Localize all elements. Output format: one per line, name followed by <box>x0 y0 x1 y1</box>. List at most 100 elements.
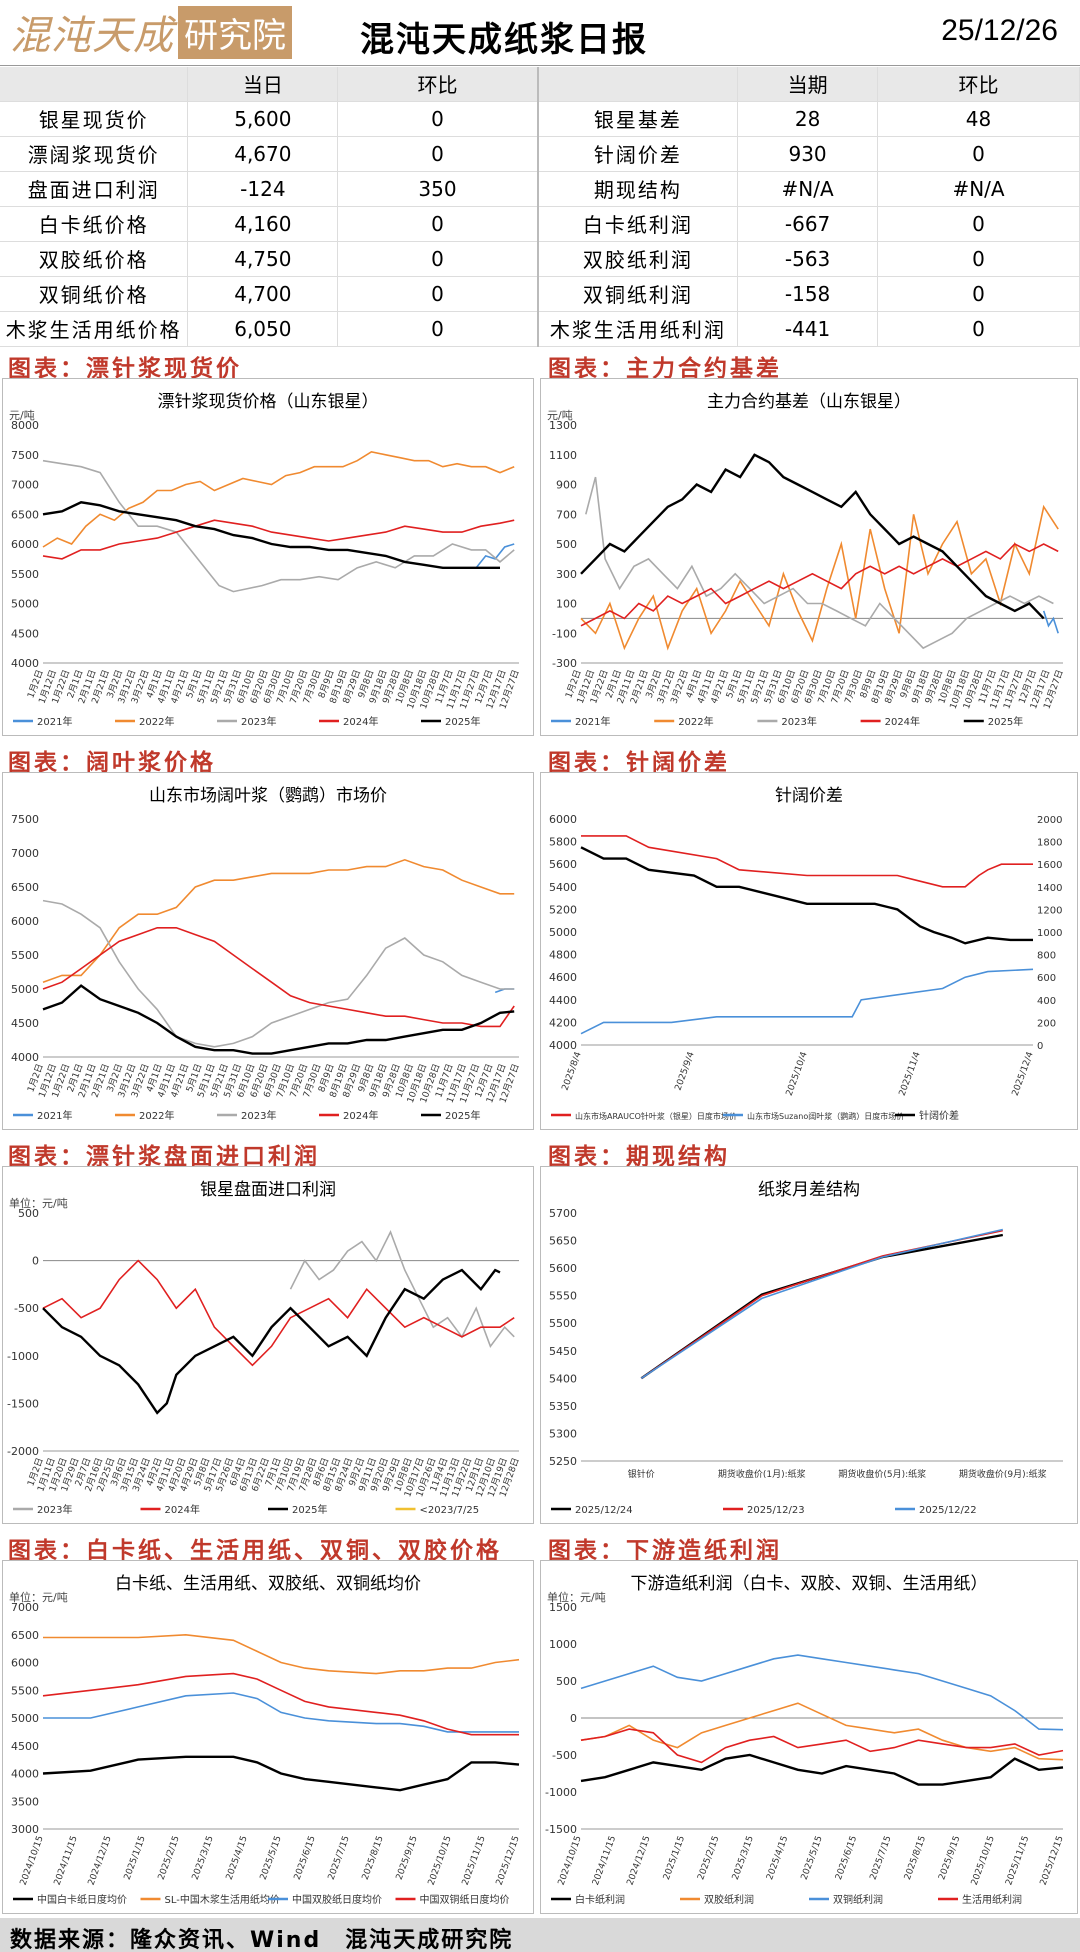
y-tick-label: 5000 <box>11 598 39 611</box>
y-tick-label: 5500 <box>11 1684 39 1697</box>
x-tick-label: 2025/9/15 <box>395 1835 420 1882</box>
series-line <box>580 453 1045 620</box>
x-tick-label: 2025/1/15 <box>123 1835 148 1882</box>
x-tick-label: 2024/10/15 <box>19 1835 46 1887</box>
y-tick-label: 5650 <box>549 1235 577 1248</box>
y-tick-label: -1000 <box>545 1786 577 1799</box>
table-cell: 4,700 <box>187 276 339 312</box>
series-line <box>580 543 1059 627</box>
legend-label: <2023/7/25 <box>420 1505 480 1516</box>
y-tick-label: 5700 <box>549 1207 577 1220</box>
legend-label: 2023年 <box>37 1503 72 1516</box>
table-cell: 盘面进口利润 <box>0 171 189 207</box>
y-tick-label: -500 <box>14 1302 39 1315</box>
y-tick-label: 8000 <box>11 419 39 432</box>
chart-title: 针阔价差 <box>775 786 843 806</box>
chart-panel-c6: 纸浆月差结构 5250 5300 5350 5400 5450 5500 5550 5600 56… <box>540 1166 1078 1524</box>
y-tick-label: 1500 <box>549 1601 577 1614</box>
footer-source: 数据来源：隆众资讯、Wind 混沌天成研究院 <box>0 1918 1080 1952</box>
y2-tick-label: 1800 <box>1037 838 1062 849</box>
table-header-row: 当日 环比 当期 环比 <box>0 67 1080 102</box>
table-cell: 银星现货价 <box>0 101 189 137</box>
chart-svg: 4000450050005500600065007000750080001月2日… <box>11 419 522 728</box>
y-tick-label: 7500 <box>11 813 39 826</box>
legend-label: 2023年 <box>241 1109 276 1122</box>
y2-tick-label: 1000 <box>1037 928 1062 939</box>
table-cell: 木浆生活用纸利润 <box>537 311 739 347</box>
section-title: 图表：阔叶浆价格 <box>8 750 216 776</box>
table-cell: 0 <box>337 136 539 172</box>
legend-label: 2024年 <box>885 715 920 728</box>
series-line <box>580 1702 1064 1761</box>
y2-tick-label: 600 <box>1037 973 1056 984</box>
series-line <box>42 984 515 1055</box>
x-tick-label: 2025/9/4 <box>674 1050 697 1092</box>
legend-label: 2022年 <box>139 1109 174 1122</box>
y-tick-label: 4800 <box>549 949 577 962</box>
table-cell: 0 <box>877 276 1080 312</box>
table-header-cell: 当日 <box>187 67 339 102</box>
table-row: 双铜纸价格 4,700 0 双铜纸利润 -158 0 <box>0 276 1080 312</box>
report-title: 混沌天成纸浆日报 <box>360 20 648 60</box>
series-line <box>580 1728 1064 1764</box>
table-cell: -667 <box>737 206 879 242</box>
y-tick-label: 1000 <box>549 1638 577 1651</box>
table-cell: 0 <box>877 206 1080 242</box>
table-cell: 0 <box>877 136 1080 172</box>
y-tick-label: 7000 <box>11 479 39 492</box>
chart-panel-c5: 银星盘面进口利润 单位：元/吨 -2000 -1500 -1000 -500 0 500 1月2… <box>2 1166 534 1524</box>
y2-tick-label: 1200 <box>1037 905 1062 916</box>
y-tick-label: 7000 <box>11 847 39 860</box>
y-tick-label: 4500 <box>11 627 39 640</box>
section-title: 图表：期现结构 <box>548 1144 730 1170</box>
x-tick-label: 2025/10/15 <box>427 1835 454 1887</box>
table-cell: #N/A <box>737 171 879 207</box>
y2-tick-label: 0 <box>1037 1041 1043 1052</box>
y-tick-label: 4200 <box>549 1016 577 1029</box>
legend-label: 2021年 <box>575 715 610 728</box>
chart-title: 漂针浆现货价格（山东银星） <box>157 392 379 412</box>
series-line <box>42 450 515 548</box>
table-cell: 白卡纸利润 <box>537 206 739 242</box>
y-tick-label: 6000 <box>11 538 39 551</box>
chart-unit: 单位：元/吨 <box>547 1591 606 1604</box>
y-tick-label: 5500 <box>11 949 39 962</box>
y-tick-label: 0 <box>570 1712 577 1725</box>
chart-svg: 5250 5300 5350 5400 5450 5500 5550 5600 5650 5700… <box>549 1207 1063 1516</box>
x-tick-label: 2024/11/15 <box>53 1835 80 1887</box>
legend-label: 2022年 <box>678 715 713 728</box>
table-row: 木浆生活用纸价格 6,050 0 木浆生活用纸利润 -441 0 <box>0 311 1080 347</box>
y-tick-label: -100 <box>552 627 577 640</box>
report-date: 25/12/26 <box>941 14 1058 47</box>
y2-tick-label: 1400 <box>1037 883 1062 894</box>
series-line <box>42 927 515 1028</box>
x-tick-label: 2025/6/15 <box>293 1835 318 1882</box>
y-tick-label: 5000 <box>11 1712 39 1725</box>
y-tick-label: 300 <box>556 568 577 581</box>
table-cell: 5,600 <box>187 101 339 137</box>
table-cell: 木浆生活用纸价格 <box>0 311 189 347</box>
chart-unit: 单位：元/吨 <box>9 1591 68 1604</box>
table-cell: 双铜纸价格 <box>0 276 189 312</box>
y-tick-label: 5450 <box>549 1345 577 1358</box>
y-tick-label: -300 <box>552 657 577 670</box>
table-cell: #N/A <box>877 171 1080 207</box>
x-tick-label: 2025/10/15 <box>970 1835 997 1887</box>
chart-panel-c8: 下游造纸利润（白卡、双胶、双铜、生活用纸） 单位：元/吨 -1500 -1000 -50… <box>540 1560 1078 1914</box>
y-tick-label: 4600 <box>549 971 577 984</box>
x-tick-label: 2025/8/15 <box>903 1835 928 1882</box>
y-tick-label: -1000 <box>7 1350 39 1363</box>
series-line <box>640 1229 1003 1379</box>
legend-label: 2024年 <box>165 1503 200 1516</box>
x-category-label: 期货收盘价(9月):纸浆 <box>959 1468 1047 1480</box>
legend-label: 针阔价差 <box>919 1109 959 1122</box>
x-tick-label: 2025/5/15 <box>259 1835 284 1882</box>
table-cell: -441 <box>737 311 879 347</box>
x-tick-label: 2025/4/15 <box>765 1835 790 1882</box>
y-tick-label: 4000 <box>11 657 39 670</box>
legend-label: 2021年 <box>37 715 72 728</box>
chart-title: 白卡纸、生活用纸、双胶纸、双铜纸均价 <box>115 1574 421 1594</box>
y-tick-label: 5000 <box>11 983 39 996</box>
series-line <box>585 476 1054 650</box>
chart-unit: 元/吨 <box>9 409 35 422</box>
